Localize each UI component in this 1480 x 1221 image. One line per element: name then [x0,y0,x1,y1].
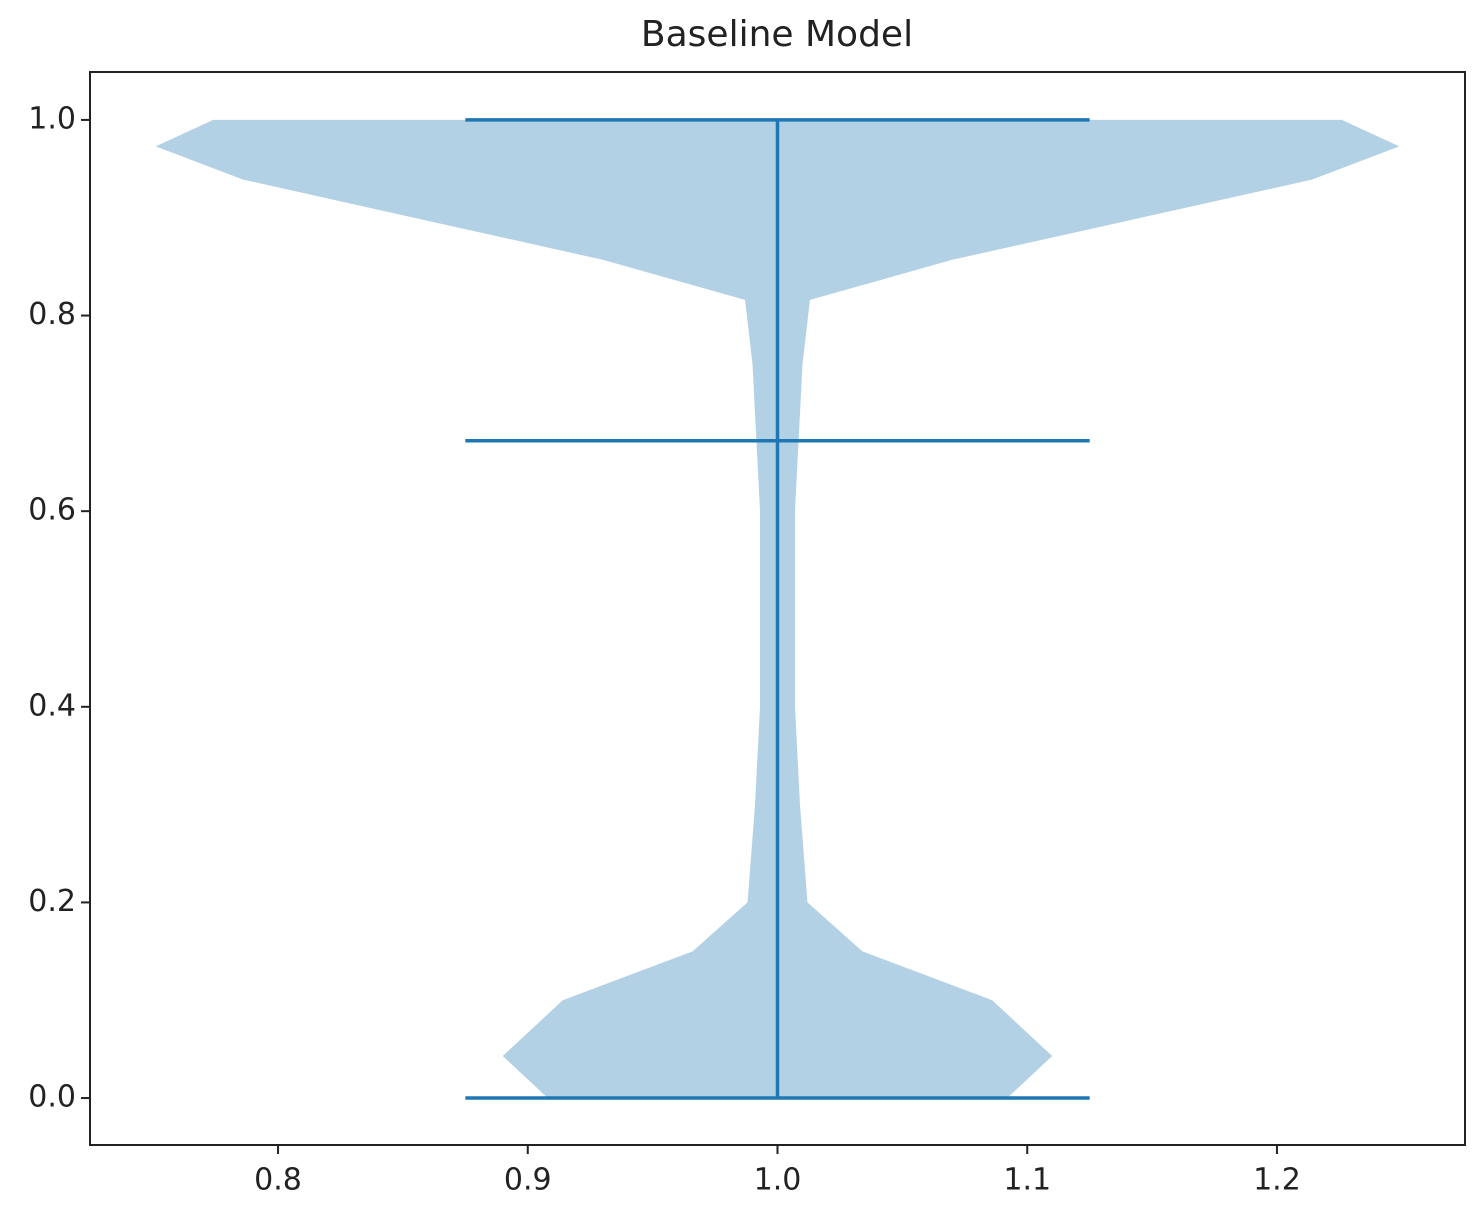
y-tick-label: 1.0 [28,101,76,136]
violin-body [155,119,778,1099]
plot-frame [89,71,1466,1146]
y-tick-label: 0.6 [28,493,76,528]
y-tick-label: 0.2 [28,884,76,919]
y-tick-label: 0.0 [28,1080,76,1115]
y-tick-label: 0.8 [28,297,76,332]
x-tick-label: 1.2 [1253,1163,1301,1198]
x-tick-label: 1.0 [754,1163,802,1198]
violin-body [777,119,1400,1099]
chart-title: Baseline Model [641,14,913,55]
x-tick-label: 1.1 [1003,1163,1051,1198]
x-tick-label: 0.8 [254,1163,302,1198]
x-tick-label: 0.9 [504,1163,552,1198]
y-tick-label: 0.4 [28,688,76,723]
